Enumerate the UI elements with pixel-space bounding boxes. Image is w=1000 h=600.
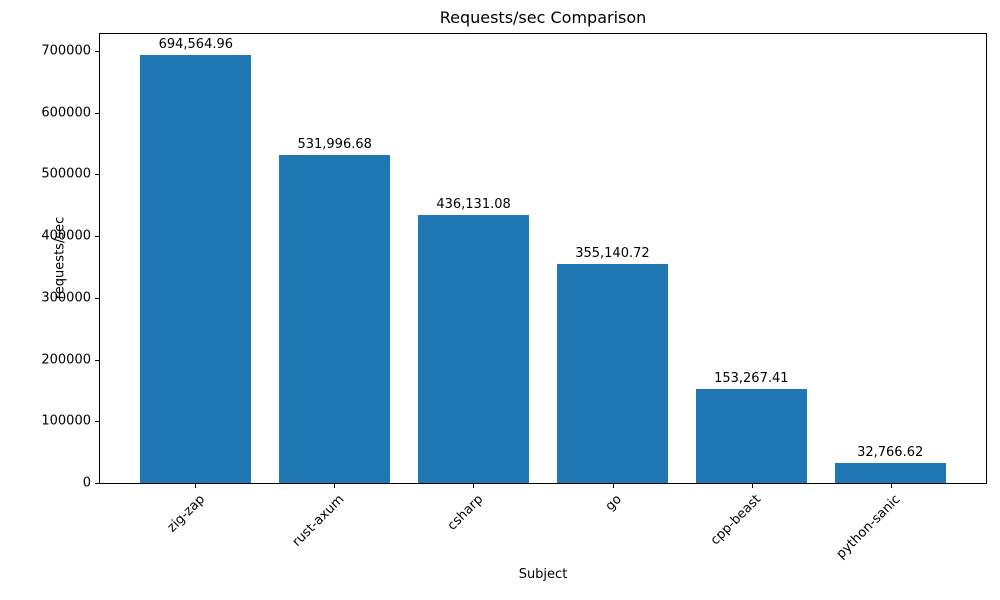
bar-rust-axum xyxy=(279,155,391,483)
y-tick-label: 100000 xyxy=(41,413,91,429)
bar-value-label: 153,267.41 xyxy=(714,370,789,386)
x-tick-label-rust-axum: rust-axum xyxy=(289,492,347,550)
x-axis-label: Subject xyxy=(518,567,568,582)
y-tick-label: 300000 xyxy=(41,290,91,306)
y-tick-mark xyxy=(95,236,99,238)
bar-value-label: 694,564.96 xyxy=(158,37,234,53)
bar-zig-zap xyxy=(140,55,252,483)
x-tick-mark xyxy=(612,484,614,488)
chart-title: Requests/sec Comparison xyxy=(439,8,647,27)
y-tick-mark xyxy=(95,51,99,53)
y-tick-mark xyxy=(95,359,99,361)
y-tick-label: 0 xyxy=(82,475,91,491)
y-tick-label: 200000 xyxy=(41,352,91,368)
y-tick-label: 500000 xyxy=(41,166,91,182)
plot-area: 694,564.96 531,996.68 436,131.08 355,140.72… xyxy=(99,33,987,484)
x-tick-label-python-sanic: python-sanic xyxy=(833,492,904,562)
bar-go xyxy=(556,264,668,483)
x-tick-label-go: go xyxy=(603,492,626,515)
bar-python-sanic xyxy=(834,462,946,483)
y-tick-label: 600000 xyxy=(41,105,91,121)
x-tick-mark xyxy=(751,484,753,488)
bar-value-label: 436,131.08 xyxy=(436,196,511,212)
x-tick-label-cpp-beast: cpp-beast xyxy=(708,492,765,549)
x-tick-mark xyxy=(890,484,892,488)
y-tick-mark xyxy=(95,174,99,176)
y-tick-mark xyxy=(95,421,99,423)
x-tick-label-csharp: csharp xyxy=(444,492,487,534)
y-tick-mark xyxy=(95,112,99,114)
bar-value-label: 355,140.72 xyxy=(575,246,650,262)
x-tick-mark xyxy=(195,484,197,488)
bar-value-label: 32,766.62 xyxy=(857,444,924,460)
x-tick-mark xyxy=(334,484,336,488)
y-tick-label: 400000 xyxy=(41,228,91,244)
y-tick-mark xyxy=(95,297,99,299)
x-tick-label-zig-zap: zig-zap xyxy=(164,492,208,536)
y-tick-label: 700000 xyxy=(41,43,91,59)
x-tick-mark xyxy=(473,484,475,488)
bar-csharp xyxy=(418,214,530,483)
bar-cpp-beast xyxy=(695,388,807,483)
bar-value-label: 531,996.68 xyxy=(297,137,372,153)
y-tick-mark xyxy=(95,483,99,484)
